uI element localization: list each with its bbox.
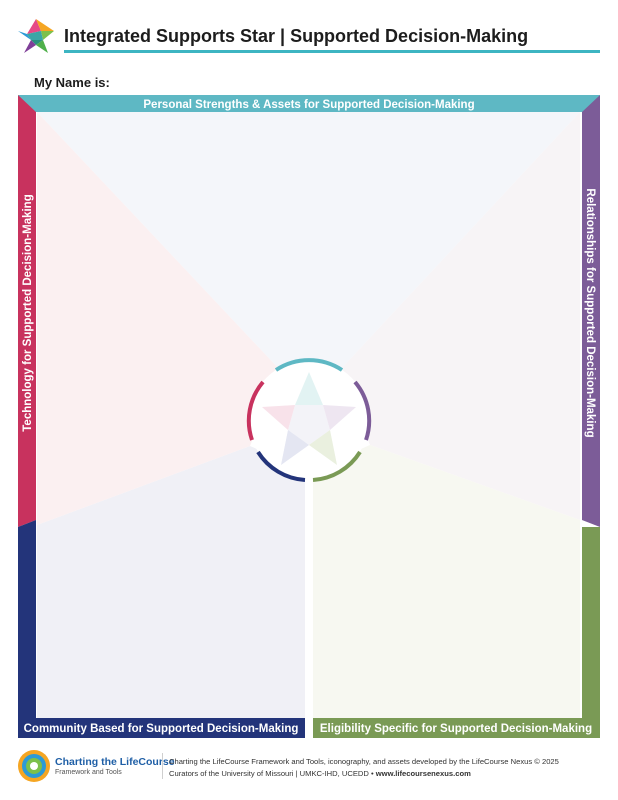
section-label-right: Relationships for Supported Decision-Mak…	[584, 188, 596, 437]
footer-divider	[162, 753, 163, 779]
band-bottom-left	[18, 718, 305, 738]
section-label-left: Technology for Supported Decision-Making	[22, 194, 34, 431]
section-label-bottom-right: Eligibility Specific for Supported Decis…	[320, 723, 592, 735]
footer-brand-sub: Framework and Tools	[55, 769, 122, 776]
footer-brand: Charting the LifeCourse	[55, 756, 175, 768]
supports-star-worksheet: Personal Strengths & Assets for Supporte…	[18, 95, 600, 738]
star-logo-icon	[18, 19, 54, 53]
footer-credits-line1: Charting the LifeCourse Framework and To…	[169, 757, 559, 766]
panel-bottom-right[interactable]	[313, 445, 580, 718]
lifecourse-logo-icon	[18, 750, 50, 782]
page-header: Integrated Supports Star | Supported Dec…	[0, 0, 618, 60]
page-footer: Charting the LifeCourse Framework and To…	[17, 748, 600, 784]
page-title: Integrated Supports Star | Supported Dec…	[64, 26, 529, 46]
panel-top[interactable]	[37, 112, 580, 370]
band-top	[18, 95, 600, 112]
footer-credits-line2: Curators of the University of Missouri |…	[169, 768, 599, 780]
panel-right[interactable]	[340, 112, 580, 520]
panel-left[interactable]	[37, 112, 280, 525]
header-rule	[64, 50, 600, 53]
panel-bottom-left[interactable]	[37, 446, 305, 718]
section-label-top: Personal Strengths & Assets for Supporte…	[143, 99, 474, 111]
band-right	[582, 95, 600, 527]
band-left	[18, 95, 36, 527]
band-bottom-right-side	[582, 527, 600, 718]
center-ring	[246, 358, 372, 482]
band-bottom-right	[313, 718, 600, 738]
name-field-label: My Name is:	[34, 75, 110, 90]
footer-website-link[interactable]: www.lifecoursenexus.com	[375, 769, 471, 778]
footer-credits-org: Curators of the University of Missouri |…	[169, 769, 376, 778]
center-star-icon	[262, 372, 356, 465]
section-label-bottom-left: Community Based for Supported Decision-M…	[24, 723, 299, 735]
footer-credits: Charting the LifeCourse Framework and To…	[169, 756, 599, 780]
band-bottom-left-side	[18, 520, 36, 718]
